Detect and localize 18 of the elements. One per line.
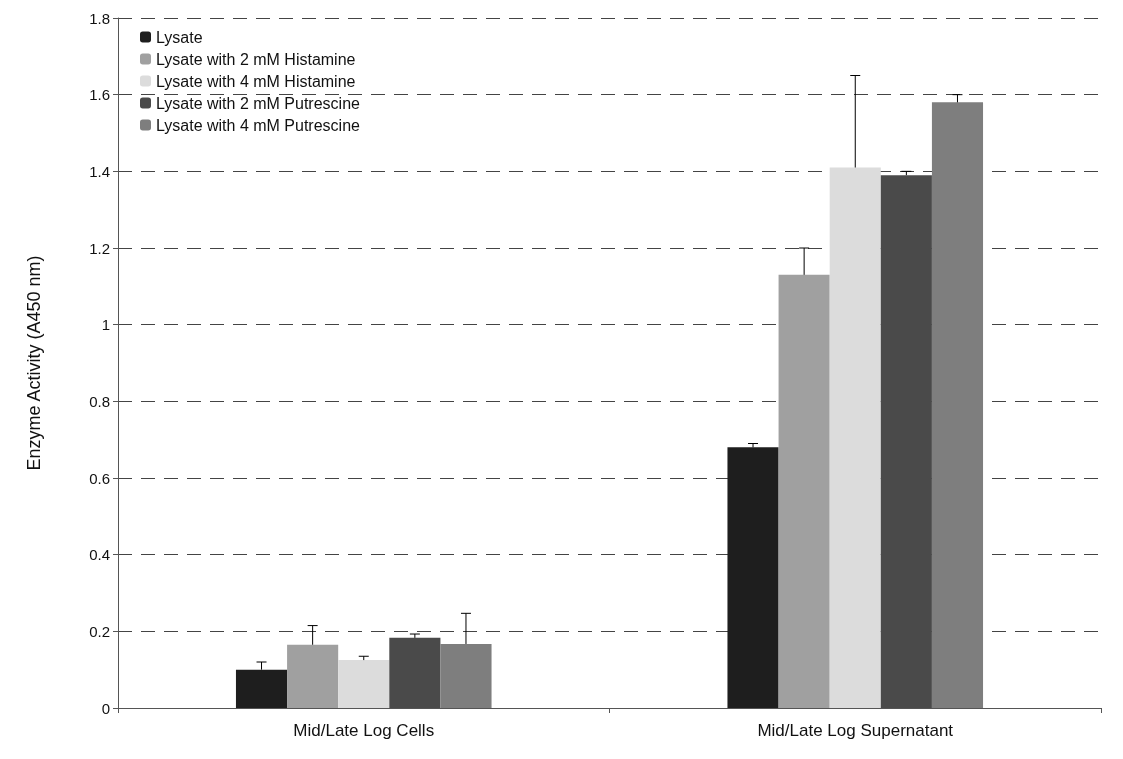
y-tick-label: 1.8 bbox=[89, 9, 110, 27]
legend-label: Lysate with 2 mM Putrescine bbox=[156, 94, 361, 112]
x-tick-label: Mid/Late Log Cells bbox=[293, 721, 435, 740]
y-tick-label: 0.2 bbox=[89, 622, 110, 640]
legend-label: Lysate with 4 mM Histamine bbox=[156, 72, 356, 90]
legend-label: Lysate bbox=[156, 28, 203, 46]
y-tick-label: 1.6 bbox=[89, 86, 110, 104]
y-tick-label: 0.8 bbox=[89, 392, 110, 410]
y-tick-label: 1 bbox=[101, 316, 110, 334]
y-axis-title: Enzyme Activity (A450 nm) bbox=[24, 255, 44, 471]
legend-label: Lysate with 2 mM Histamine bbox=[156, 50, 356, 68]
y-tick-label: 1.2 bbox=[89, 239, 110, 257]
x-tick-label: Mid/Late Log Supernatant bbox=[757, 721, 954, 740]
y-tick-label: 1.4 bbox=[89, 162, 110, 180]
y-tick-label: 0.4 bbox=[89, 546, 110, 564]
y-tick-label: 0 bbox=[101, 699, 110, 717]
y-tick-label: 0.6 bbox=[89, 469, 110, 487]
legend-label: Lysate with 4 mM Putrescine bbox=[156, 116, 361, 134]
